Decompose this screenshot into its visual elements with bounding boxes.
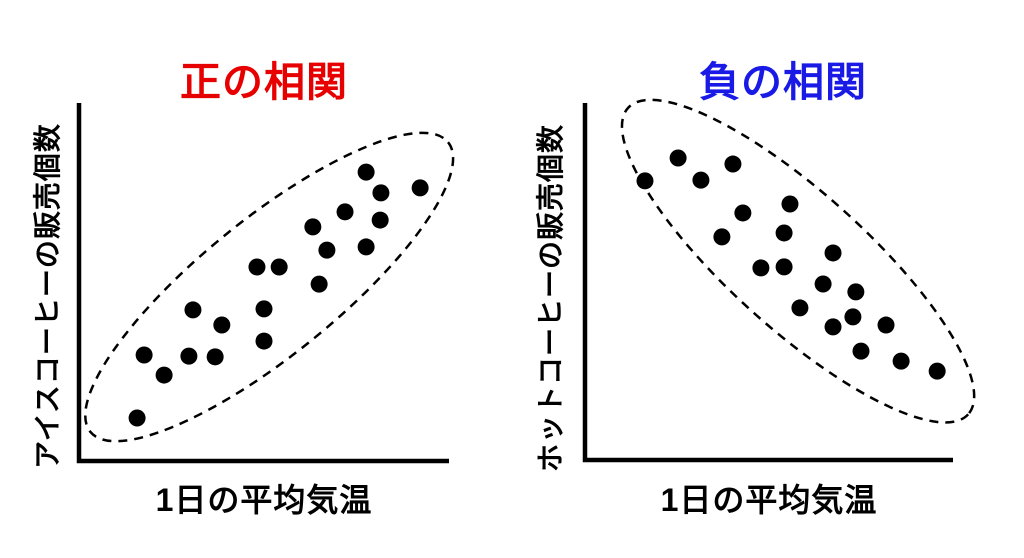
data-point — [775, 258, 793, 276]
y-axis-label-iced-coffee-sales: アイスコーヒーの販売個数 — [32, 123, 63, 469]
data-point — [824, 244, 842, 262]
scatter-plot-positive-correlation — [76, 103, 455, 464]
data-point — [636, 172, 654, 190]
data-point — [824, 318, 842, 336]
data-point — [248, 258, 266, 276]
data-point — [318, 241, 336, 259]
y-axis-label-hot-coffee-sales: ホットコーヒーの販売個数 — [535, 123, 566, 473]
data-point — [180, 347, 198, 365]
data-point — [184, 301, 202, 319]
data-point — [775, 224, 793, 242]
data-point — [213, 316, 231, 334]
data-point — [128, 409, 146, 427]
data-point — [692, 171, 710, 189]
data-point — [357, 238, 375, 256]
data-point — [852, 342, 870, 360]
data-point — [928, 362, 946, 380]
data-point — [877, 316, 895, 334]
data-point — [669, 149, 687, 167]
data-point — [336, 203, 354, 221]
data-point — [371, 211, 389, 229]
data-point — [713, 228, 731, 246]
data-point — [814, 275, 832, 293]
scatter-plot-negative-correlation — [582, 98, 976, 463]
axes-lines — [582, 103, 953, 463]
data-point — [304, 218, 322, 236]
cluster-ellipse — [84, 131, 455, 443]
data-point — [310, 275, 328, 293]
x-axis-label-average-temperature-right: 1日の平均気温 — [660, 482, 878, 518]
chart-title-positive-correlation: 正の相関 — [180, 59, 348, 105]
chart-title-negative-correlation: 負の相関 — [699, 59, 867, 105]
data-point — [734, 204, 752, 222]
data-point — [135, 346, 153, 364]
data-point — [781, 195, 799, 213]
axes-lines — [76, 103, 449, 464]
data-point — [270, 258, 288, 276]
data-point — [357, 163, 375, 181]
data-point — [724, 155, 742, 173]
data-point — [155, 366, 173, 384]
data-point — [892, 352, 910, 370]
data-point — [752, 259, 770, 277]
data-point — [255, 300, 273, 318]
data-point — [844, 308, 862, 326]
cluster-ellipse — [620, 98, 976, 424]
x-axis-label-average-temperature-left: 1日の平均気温 — [155, 482, 373, 518]
data-point — [791, 299, 809, 317]
data-point — [411, 179, 429, 197]
data-point — [255, 332, 273, 350]
data-point — [206, 348, 224, 366]
data-point — [372, 184, 390, 202]
data-point — [847, 283, 865, 301]
